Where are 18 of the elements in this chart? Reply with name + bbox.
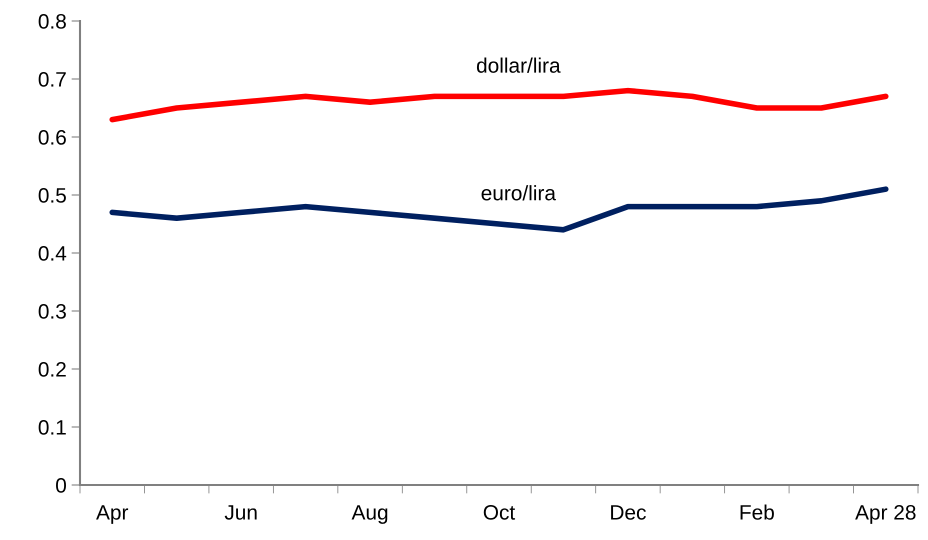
y-tick-label: 0.1 [38,420,66,435]
x-tick-label: Apr 28 [855,504,916,524]
x-tick-label: Oct [484,504,516,520]
x-tick-label: Aug [352,505,388,524]
x-tick-label: Jun [224,505,257,520]
y-tick-label: 0.6 [38,130,66,145]
x-tick-label: Apr [96,505,128,524]
x-tick-label: Dec [611,505,646,520]
x-tick-label: Feb [740,504,774,520]
y-tick-label: 0 [56,478,66,493]
y-tick-label: 0.8 [38,14,66,29]
y-tick-label: 0.7 [38,72,66,87]
series-label: euro/lira [482,185,556,200]
y-tick-label: 0.3 [38,304,66,319]
series-label: dollar/lira [476,58,561,73]
y-tick-label: 0.4 [38,246,66,261]
y-tick-label: 0.2 [38,362,66,377]
y-tick-label: 0.5 [38,188,66,203]
